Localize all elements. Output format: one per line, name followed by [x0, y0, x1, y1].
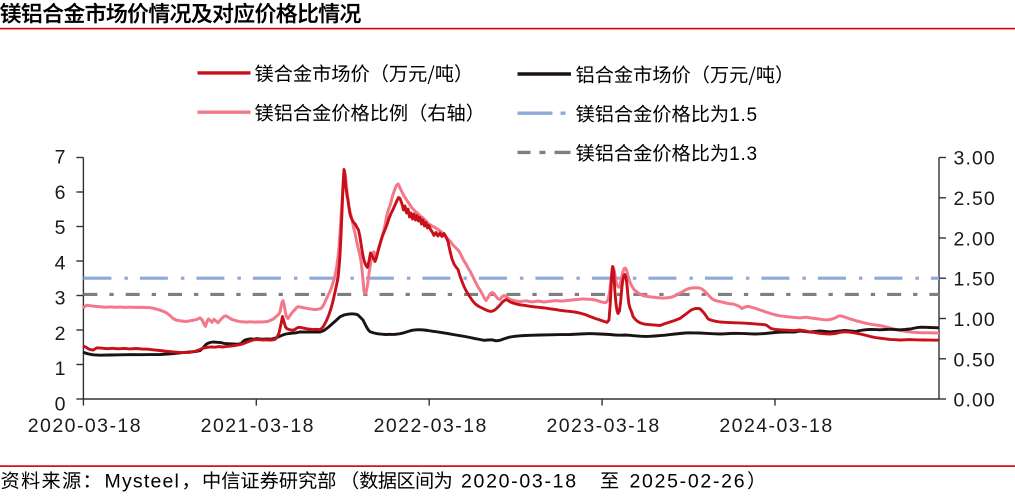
svg-text:2.50: 2.50 [954, 188, 996, 210]
svg-text:6: 6 [55, 182, 66, 204]
svg-text:1.3: 1.3 [729, 144, 758, 165]
svg-text:3: 3 [55, 288, 66, 310]
svg-text:1.50: 1.50 [954, 269, 996, 291]
svg-text:0: 0 [55, 393, 66, 415]
svg-text:2024-03-18: 2024-03-18 [719, 415, 833, 437]
svg-text:1: 1 [55, 358, 66, 380]
svg-text:2022-03-18: 2022-03-18 [374, 415, 488, 437]
svg-text:2.00: 2.00 [954, 228, 996, 250]
svg-text:2020-03-18: 2020-03-18 [28, 415, 142, 437]
svg-text:3.00: 3.00 [954, 148, 996, 170]
svg-text:Mysteel: Mysteel [105, 471, 181, 493]
svg-text:0.50: 0.50 [954, 349, 996, 371]
svg-text:1.5: 1.5 [729, 105, 758, 126]
svg-text:2021-03-18: 2021-03-18 [201, 415, 315, 437]
svg-text:0.00: 0.00 [954, 390, 996, 412]
svg-text:2020-03-18: 2020-03-18 [461, 471, 578, 493]
svg-text:7: 7 [55, 147, 66, 169]
svg-text:2023-03-18: 2023-03-18 [546, 415, 660, 437]
svg-text:2: 2 [55, 323, 66, 345]
svg-text:4: 4 [55, 252, 66, 274]
svg-text:1.00: 1.00 [954, 309, 996, 331]
svg-text:5: 5 [55, 217, 66, 239]
svg-text:2025-02-26: 2025-02-26 [630, 471, 747, 493]
